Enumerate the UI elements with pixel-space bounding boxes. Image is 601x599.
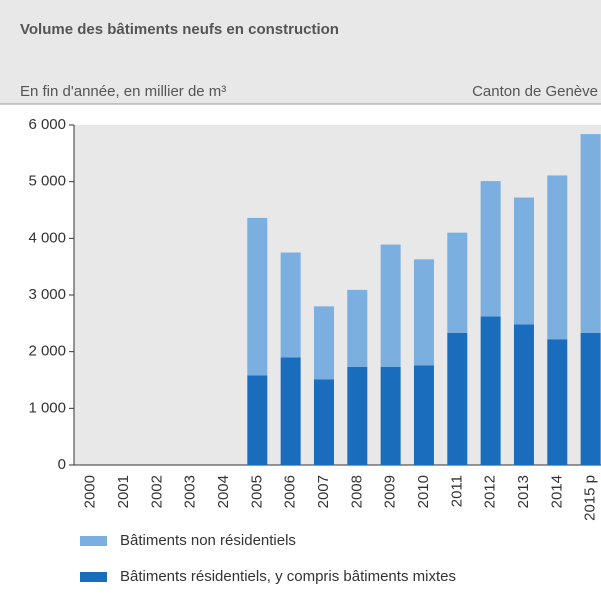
plot-background [74, 125, 601, 465]
y-tick-label: 6 000 [28, 116, 66, 133]
x-tick-label: 2000 [82, 475, 99, 508]
bar-segment [413, 259, 434, 366]
bar-segment [313, 306, 334, 380]
y-tick-label: 1 000 [28, 399, 66, 416]
bar-segment [547, 339, 568, 465]
legend-label: Bâtiments non résidentiels [120, 532, 296, 549]
x-tick-label: 2014 [548, 475, 565, 508]
x-tick-label: 2001 [115, 475, 132, 508]
legend-swatch [80, 536, 107, 546]
x-tick-label: 2013 [515, 475, 532, 508]
bar-segment [247, 217, 268, 376]
x-tick-label: 2015 p [582, 475, 599, 521]
bar-segment [347, 289, 368, 367]
bar-segment [547, 175, 568, 340]
bar-segment [380, 366, 401, 465]
y-tick-label: 4 000 [28, 229, 66, 246]
x-tick-label: 2005 [248, 475, 265, 508]
bar-segment [280, 357, 301, 465]
x-tick-label: 2011 [448, 475, 465, 507]
bar-segment [513, 324, 534, 465]
chart-subtitle: En fin d'année, en millier de m³ [20, 83, 226, 100]
x-tick-label: 2010 [415, 475, 432, 508]
x-tick-label: 2006 [282, 475, 299, 508]
x-tick-label: 2003 [182, 475, 199, 508]
bar-segment [447, 332, 468, 465]
bar-segment [580, 332, 601, 465]
bar-segment [347, 366, 368, 465]
bar-segment [447, 232, 468, 333]
x-tick-label: 2002 [148, 475, 165, 508]
x-tick-label: 2012 [482, 475, 499, 508]
y-tick-label: 0 [58, 456, 66, 473]
x-tick-label: 2009 [382, 475, 399, 508]
chart-title: Volume des bâtiments neufs en constructi… [20, 21, 339, 38]
y-tick-label: 2 000 [28, 343, 66, 360]
header-background [0, 0, 601, 104]
bar-segment [513, 197, 534, 325]
x-tick-label: 2004 [215, 475, 232, 508]
bar-segment [280, 252, 301, 358]
legend-swatch [80, 572, 107, 582]
bar-segment [413, 365, 434, 465]
bar-segment [480, 316, 501, 465]
bar-segment [480, 181, 501, 317]
x-tick-label: 2007 [315, 475, 332, 508]
y-tick-label: 3 000 [28, 286, 66, 303]
bar-segment [247, 375, 268, 465]
x-tick-label: 2008 [348, 475, 365, 508]
legend-label: Bâtiments résidentiels, y compris bâtime… [120, 568, 456, 585]
bar-segment [380, 244, 401, 367]
bar-segment [580, 134, 601, 333]
region-label: Canton de Genève [472, 83, 598, 100]
bar-segment [313, 379, 334, 465]
y-tick-label: 5 000 [28, 173, 66, 190]
